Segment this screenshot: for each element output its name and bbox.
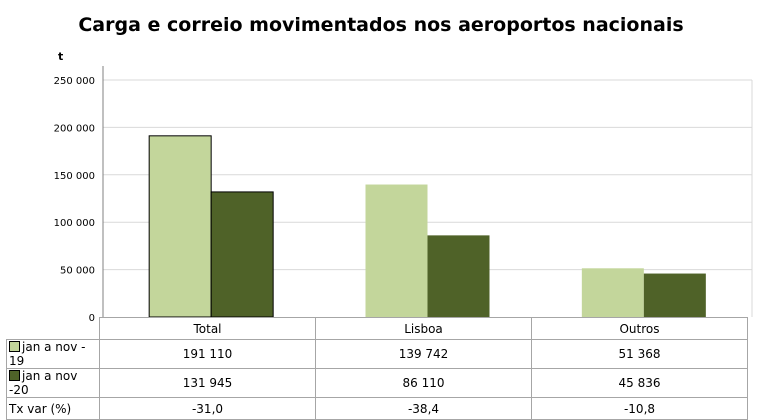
y-tick-label: 50 000 (60, 266, 95, 277)
y-axis-unit: t (58, 50, 63, 63)
y-tick-label: 150 000 (54, 171, 95, 182)
table-cell: 45 836 (531, 368, 748, 398)
table-cell: 51 368 (531, 339, 748, 369)
category-label: Outros (531, 317, 748, 340)
table-cell: -38,4 (315, 397, 532, 420)
table-cell: -31,0 (99, 397, 316, 420)
bar-lisboa-series2 (427, 235, 490, 317)
table-row: jan a nov - 19 191 110 139 742 51 368 (6, 339, 748, 369)
table-cell: 139 742 (315, 339, 532, 369)
legend-entry-series2: jan a nov -20 (6, 368, 100, 398)
bars (148, 135, 706, 318)
table-header-row: Total Lisboa Outros (6, 317, 748, 340)
legend-label: jan a nov -20 (9, 369, 78, 397)
category-label: Total (99, 317, 316, 340)
legend-label: jan a nov - 19 (9, 340, 86, 368)
y-tick-label: 250 000 (54, 76, 95, 87)
legend-swatch (9, 341, 20, 352)
legend-entry-series1: jan a nov - 19 (6, 339, 100, 369)
table-row: jan a nov -20 131 945 86 110 45 836 (6, 368, 748, 398)
bar-outros-series2 (643, 273, 706, 317)
category-label: Lisboa (315, 317, 532, 340)
chart-title: Carga e correio movimentados nos aeropor… (78, 14, 684, 36)
legend-swatch (9, 370, 20, 381)
y-tick-label: 100 000 (54, 218, 95, 229)
table-cell: 191 110 (99, 339, 316, 369)
bar-total-series1 (148, 135, 212, 318)
bar-total-series2 (210, 191, 274, 318)
bar-outros-series1 (581, 268, 644, 317)
table-row: Tx var (%) -31,0 -38,4 -10,8 (6, 397, 748, 420)
table-cell: 131 945 (99, 368, 316, 398)
table-corner (6, 317, 100, 340)
table-row-label: Tx var (%) (6, 397, 100, 420)
table-cell: 86 110 (315, 368, 532, 398)
data-table: Total Lisboa Outros jan a nov - 19 191 1… (6, 317, 748, 420)
table-cell: -10,8 (531, 397, 748, 420)
bar-lisboa-series1 (365, 184, 428, 317)
y-tick-label: 200 000 (54, 123, 95, 134)
